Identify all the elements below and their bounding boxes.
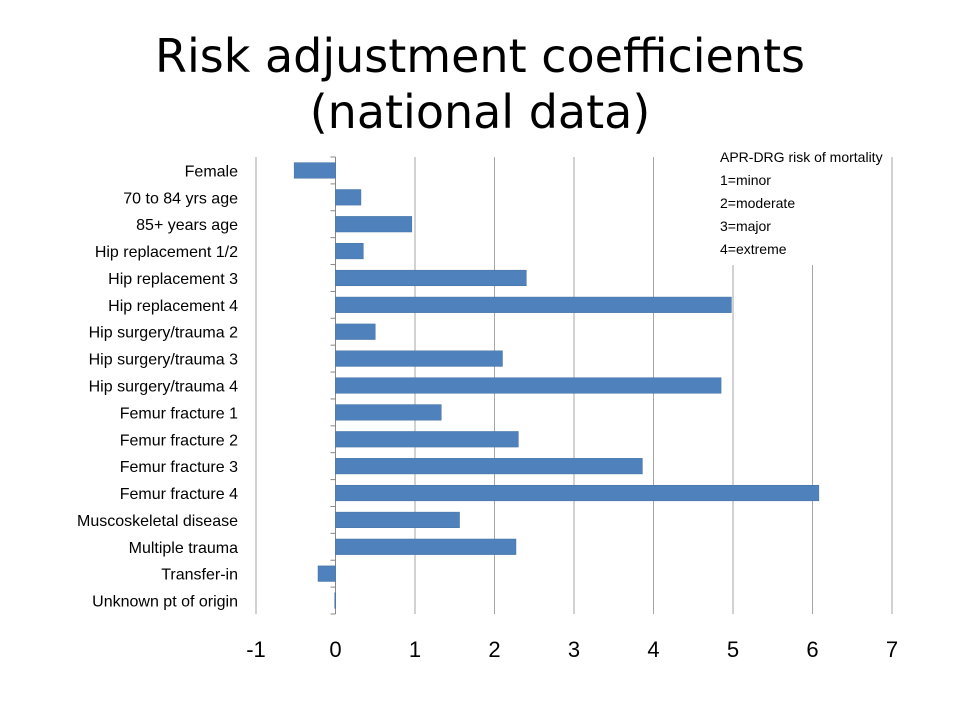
chart-title-line-2: (national data): [309, 85, 651, 139]
legend-note-line: 4=extreme: [720, 241, 787, 257]
mortality-legend-note: APR-DRG risk of mortality 1=minor 2=mode…: [720, 144, 889, 265]
x-tick-label: 1: [409, 637, 421, 662]
category-label: Hip surgery/trauma 2: [89, 325, 238, 342]
bar: [335, 458, 643, 475]
legend-note-line: 1=minor: [720, 172, 771, 188]
bar: [335, 377, 722, 394]
bar: [335, 484, 820, 502]
bar: [335, 216, 413, 233]
bar: [335, 269, 527, 287]
category-label: Hip replacement 1/2: [95, 244, 238, 261]
bar: [335, 511, 460, 528]
category-label: Hip replacement 3: [108, 271, 238, 288]
x-tick-label: 7: [886, 637, 898, 662]
category-label: Femur fracture 2: [120, 432, 238, 449]
x-tick-label: 3: [568, 637, 580, 662]
bar: [334, 592, 336, 609]
chart-title: Risk adjustment coefficients (national d…: [0, 28, 960, 140]
x-tick-label: 6: [806, 637, 818, 662]
category-label: Femur fracture 4: [120, 486, 238, 503]
bar: [335, 538, 517, 555]
x-tick-label: -1: [246, 637, 266, 662]
category-label: Femur fracture 3: [120, 459, 238, 476]
bar: [293, 162, 336, 179]
x-tick-label: 5: [727, 637, 739, 662]
category-label: Unknown pt of origin: [92, 594, 238, 611]
legend-note-heading: APR-DRG risk of mortality: [720, 149, 883, 165]
bar: [335, 243, 364, 260]
category-label: Transfer-in: [161, 567, 238, 584]
bar: [335, 189, 362, 206]
category-label: 70 to 84 yrs age: [123, 190, 238, 207]
category-label: Hip replacement 4: [108, 298, 238, 315]
category-label: Femur fracture 1: [120, 405, 238, 422]
legend-note-line: 3=major: [720, 218, 771, 234]
bar: [335, 350, 503, 367]
category-label: Multiple trauma: [129, 540, 238, 557]
bar: [317, 565, 336, 582]
bar: [335, 404, 442, 421]
x-tick-label: 0: [329, 637, 341, 662]
x-tick-label: 2: [488, 637, 500, 662]
category-label: 85+ years age: [136, 217, 238, 234]
category-label: Female: [185, 163, 238, 180]
x-tick-label: 4: [647, 637, 659, 662]
chart-title-line-1: Risk adjustment coefficients: [155, 29, 805, 83]
category-label: Muscoskeletal disease: [77, 513, 238, 530]
bar: [335, 431, 519, 448]
bar: [335, 323, 376, 340]
bar: [335, 296, 732, 313]
category-label: Hip surgery/trauma 3: [89, 352, 238, 369]
category-label: Hip surgery/trauma 4: [89, 379, 238, 396]
legend-note-line: 2=moderate: [720, 195, 796, 211]
